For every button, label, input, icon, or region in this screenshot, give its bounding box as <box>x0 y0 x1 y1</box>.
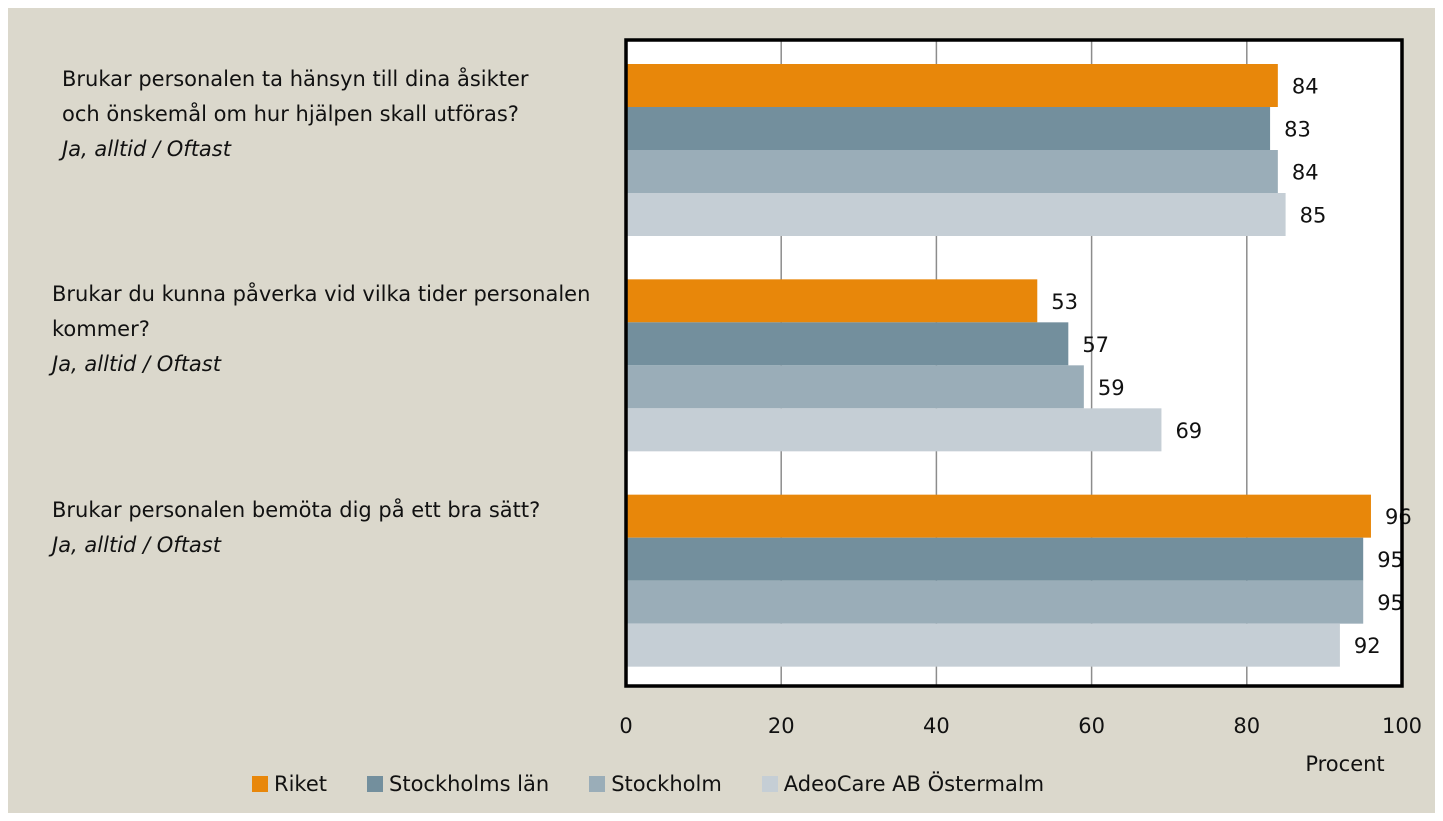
category-note: Ja, alltid / Oftast <box>62 137 231 161</box>
value-label: 84 <box>1292 75 1319 99</box>
value-label: 96 <box>1385 505 1412 529</box>
legend-item: Stockholms län <box>367 772 549 796</box>
value-label: 84 <box>1292 161 1319 185</box>
category-text: Brukar du kunna påverka vid vilka tider … <box>52 282 591 342</box>
category-label: Brukar personalen bemöta dig på ett bra … <box>52 493 612 563</box>
x-axis-label: Procent <box>1305 752 1384 776</box>
legend-swatch <box>367 776 383 792</box>
category-text: Brukar personalen ta hänsyn till dina ås… <box>62 67 529 126</box>
value-label: 69 <box>1175 419 1202 443</box>
value-label: 92 <box>1354 634 1381 658</box>
plot-border <box>624 38 1404 688</box>
bar <box>626 150 1278 193</box>
legend-label: Riket <box>274 772 327 796</box>
x-tick-label: 0 <box>619 714 632 738</box>
x-tick-label: 40 <box>923 714 950 738</box>
legend: Riket Stockholms län Stockholm AdeoCare AB … <box>252 772 1044 796</box>
category-text: Brukar personalen bemöta dig på ett bra … <box>52 497 541 522</box>
bar <box>626 279 1038 323</box>
value-label: 95 <box>1377 548 1404 572</box>
value-label: 59 <box>1098 376 1125 400</box>
bar <box>626 408 1162 452</box>
bar <box>626 107 1271 150</box>
value-label: 57 <box>1082 333 1109 357</box>
legend-item: Stockholm <box>589 772 722 796</box>
bar <box>626 494 1371 538</box>
category-note: Ja, alltid / Oftast <box>52 352 221 377</box>
legend-swatch <box>252 776 268 792</box>
bar <box>626 623 1340 667</box>
category-label: Brukar du kunna påverka vid vilka tider … <box>52 277 612 382</box>
legend-label: Stockholm <box>611 772 722 796</box>
x-tick-label: 20 <box>768 714 795 738</box>
value-label: 85 <box>1300 204 1327 228</box>
legend-swatch <box>589 776 606 792</box>
legend-label: AdeoCare AB Östermalm <box>783 772 1045 796</box>
category-label: Brukar personalen ta hänsyn till dina ås… <box>62 62 562 167</box>
legend-item: Riket <box>252 772 327 796</box>
bar <box>626 193 1286 236</box>
x-tick-label: 80 <box>1233 714 1260 738</box>
bar <box>626 537 1364 581</box>
legend-swatch <box>761 776 778 792</box>
x-tick-label: 60 <box>1078 714 1105 738</box>
bar <box>626 365 1084 409</box>
value-label: 83 <box>1284 118 1311 142</box>
legend-label: Stockholms län <box>389 772 550 796</box>
legend-item: AdeoCare AB Östermalm <box>761 772 1045 796</box>
bar <box>626 64 1278 107</box>
x-tick-label: 100 <box>1382 714 1422 738</box>
value-label: 95 <box>1377 591 1404 615</box>
bar <box>626 580 1364 624</box>
value-label: 53 <box>1051 290 1078 314</box>
bar <box>626 322 1069 366</box>
category-note: Ja, alltid / Oftast <box>52 532 221 557</box>
